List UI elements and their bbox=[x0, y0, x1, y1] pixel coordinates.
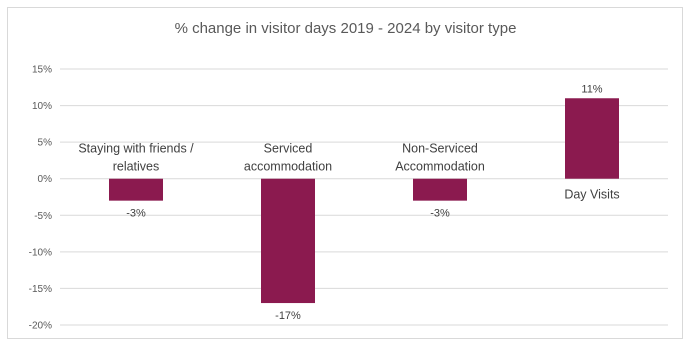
data-label: -3% bbox=[430, 208, 450, 220]
data-label: -17% bbox=[275, 310, 301, 322]
y-tick-label: 0% bbox=[38, 174, 53, 185]
labels: -3% Staying with friends / relatives -17% Se… bbox=[78, 83, 619, 322]
y-tick-label: 15% bbox=[32, 65, 52, 76]
bars bbox=[109, 98, 619, 304]
category-label: Non-Serviced Accommodation bbox=[395, 142, 485, 174]
bar bbox=[109, 178, 163, 201]
y-tick-label: -15% bbox=[29, 284, 52, 295]
bar bbox=[261, 178, 315, 304]
y-tick-label: 5% bbox=[38, 138, 53, 149]
y-tick-label: -5% bbox=[34, 211, 52, 222]
category-label: Staying with friends / relatives bbox=[78, 142, 194, 174]
y-axis-ticks: 15% 10% 5% 0% -5% -10% -15% -20% bbox=[29, 65, 52, 332]
category-label: Day Visits bbox=[564, 188, 619, 202]
y-tick-label: -10% bbox=[29, 247, 52, 258]
data-label: -3% bbox=[126, 208, 146, 220]
y-tick-label: 10% bbox=[32, 101, 52, 112]
y-tick-label: -20% bbox=[29, 321, 52, 332]
category-label: Serviced accommodation bbox=[244, 142, 332, 174]
data-label: 11% bbox=[581, 83, 602, 95]
bar bbox=[413, 178, 467, 201]
bar bbox=[565, 98, 619, 179]
chart-title: % change in visitor days 2019 - 2024 by … bbox=[174, 20, 517, 37]
